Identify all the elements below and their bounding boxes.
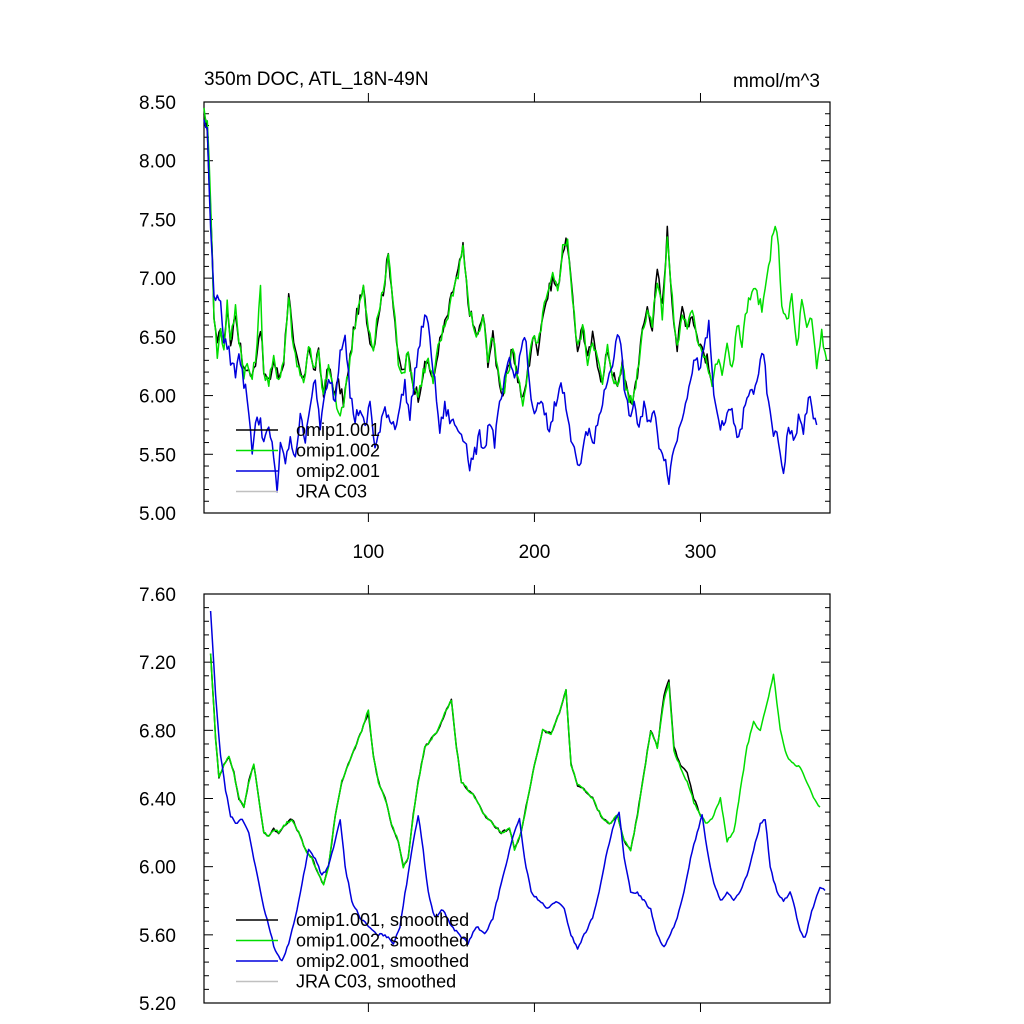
top-chart-title: 350m DOC, ATL_18N-49N [204, 69, 429, 90]
y-tick-label: 7.60 [139, 585, 176, 606]
legend-label: omip1.002, smoothed [296, 931, 469, 951]
legend-label: omip1.001, smoothed [296, 910, 469, 930]
x-tick-label: 100 [353, 542, 385, 563]
y-tick-label: 6.50 [139, 328, 176, 349]
y-tick-label: 6.40 [139, 790, 176, 811]
y-tick-label: 8.00 [139, 152, 176, 173]
x-tick-label: 300 [685, 542, 717, 563]
y-tick-label: 6.00 [139, 387, 176, 408]
y-tick-label: 6.00 [139, 858, 176, 879]
y-tick-label: 6.80 [139, 721, 176, 742]
series-line-omip2-001-smoothed [209, 610, 826, 962]
y-tick-label: 5.00 [139, 504, 176, 525]
bottom-panel: 5.20 5.60 6.00 6.40 6.80 7.20 7.60 omip1.001, … [139, 585, 831, 1015]
legend-label: omip2.001 [296, 461, 380, 481]
legend-label: omip2.001, smoothed [296, 951, 469, 971]
top-panel: 350m DOC, ATL_18N-49N mmol/m^3 5.00 5.50 6… [139, 69, 831, 563]
legend-label: omip1.001 [296, 420, 380, 440]
series-line-omip1-001-smoothed [209, 653, 702, 885]
y-tick-label: 7.20 [139, 653, 176, 674]
y-tick-label: 5.50 [139, 445, 176, 466]
y-tick-label: 5.20 [139, 994, 176, 1015]
y-tick-label: 5.60 [139, 926, 176, 947]
legend-label: omip1.002 [296, 441, 380, 461]
y-tick-label: 7.00 [139, 269, 176, 290]
series-line-omip2-001 [203, 119, 818, 493]
y-tick-label: 8.50 [139, 93, 176, 114]
legend-label: JRA C03, smoothed [296, 972, 456, 992]
top-chart-units: mmol/m^3 [733, 71, 820, 92]
series-line-omip1-002-smoothed [209, 653, 821, 886]
x-tick-label: 200 [519, 542, 551, 563]
plot-frame [203, 101, 831, 514]
legend-label: JRA C03 [296, 482, 367, 502]
series-line-omip1-001 [203, 113, 713, 408]
series-line-omip1-002 [203, 107, 828, 417]
y-tick-label: 7.50 [139, 210, 176, 231]
